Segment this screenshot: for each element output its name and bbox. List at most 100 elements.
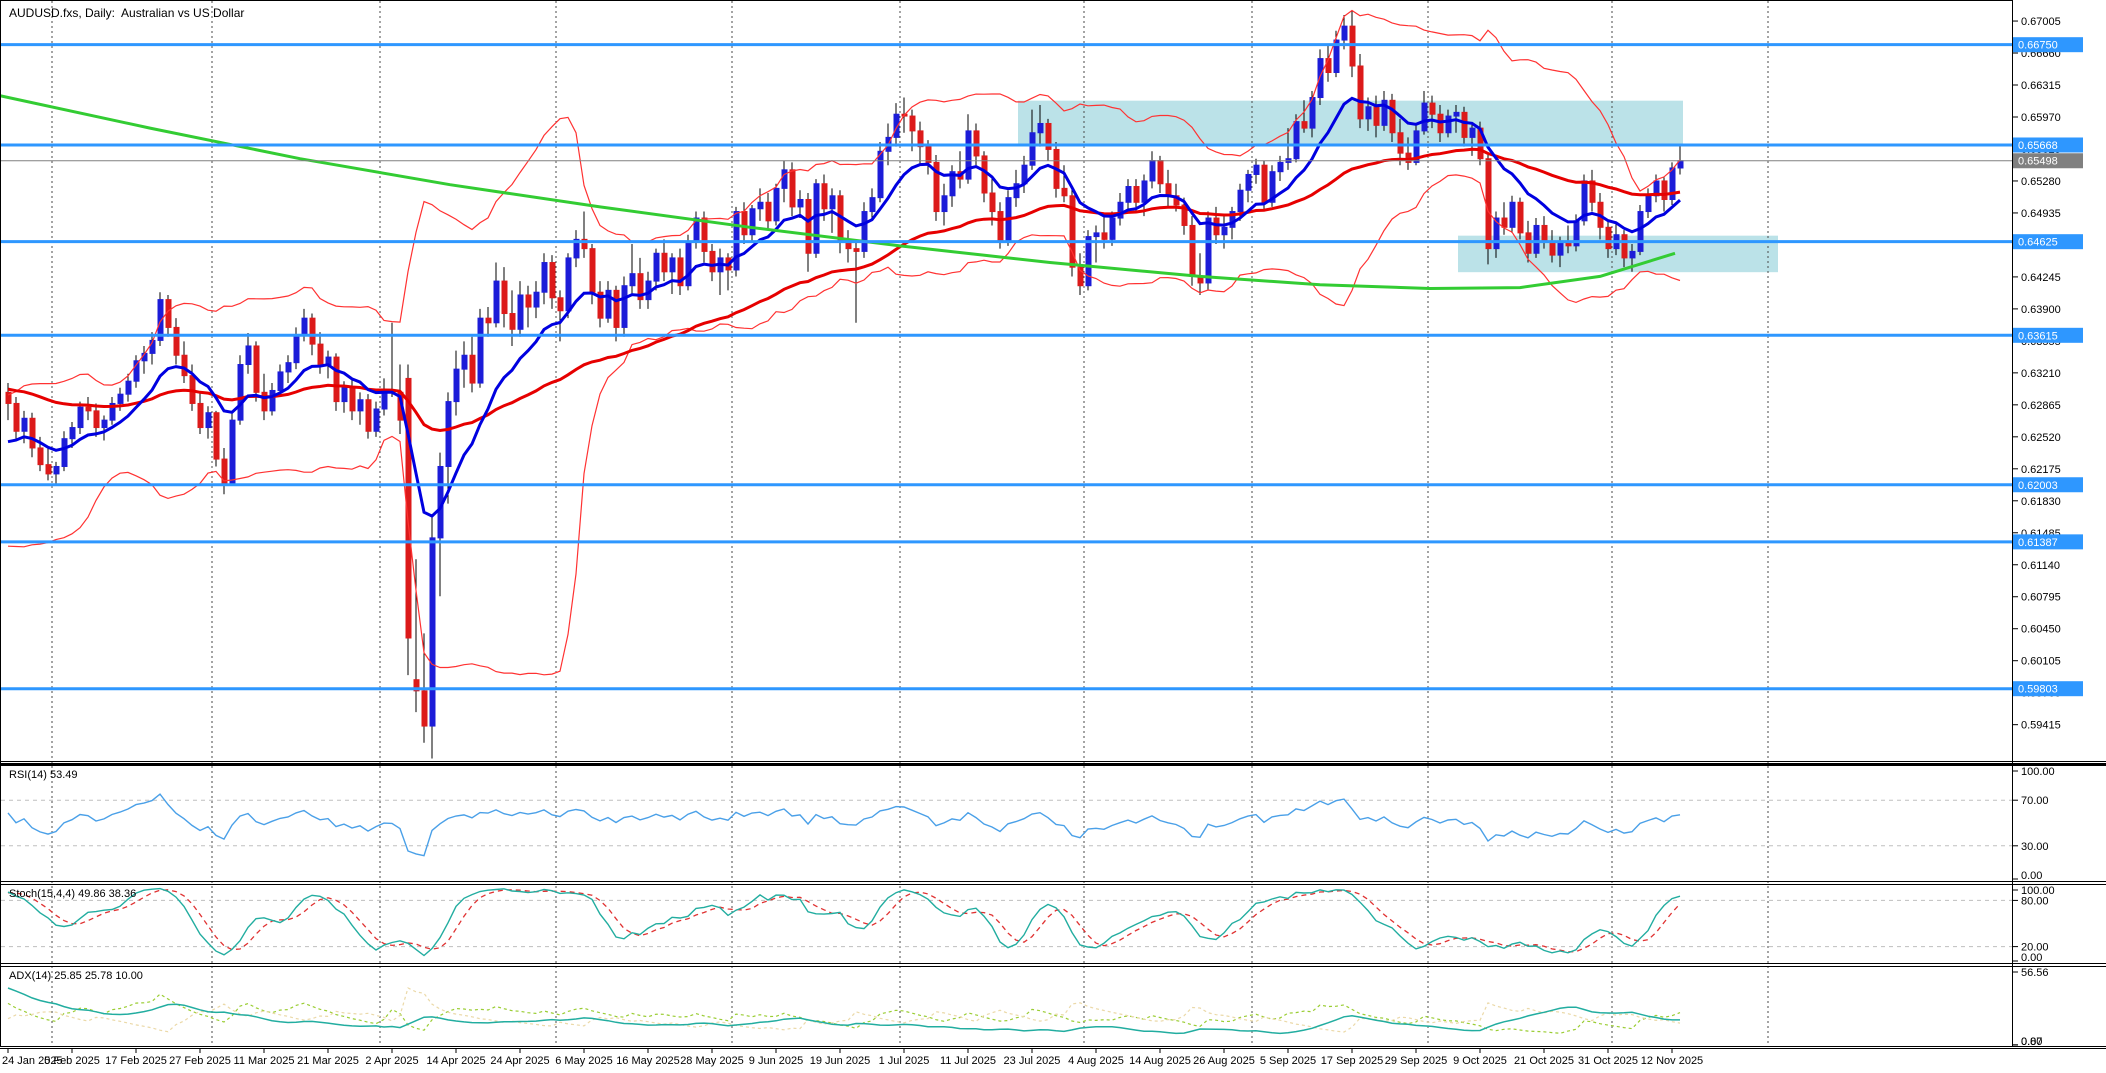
price-tick-label: 0.63900 <box>2021 304 2061 316</box>
bull-candle <box>1381 99 1388 126</box>
date-label: 14 Apr 2025 <box>426 1055 485 1067</box>
bear-candle <box>261 391 268 412</box>
price-tick-label: 0.61830 <box>2021 496 2061 508</box>
bull-candle <box>1317 58 1324 99</box>
bull-candle <box>1141 180 1148 203</box>
bear-candle <box>1461 111 1468 138</box>
price-badge-blue <box>2013 137 2083 153</box>
bear-candle <box>701 217 708 252</box>
bull-candle <box>1149 160 1156 182</box>
bull-candle <box>1637 211 1644 252</box>
bull-candle <box>781 169 788 189</box>
bull-candle <box>773 187 780 222</box>
indicator-axis-label: 30.00 <box>2021 841 2049 853</box>
bull-candle <box>293 334 300 364</box>
bull-candle <box>461 354 468 370</box>
price-badge-blue-label: 0.62003 <box>2018 480 2058 492</box>
date-label: 9 Oct 2025 <box>1453 1055 1507 1067</box>
date-label: 17 Sep 2025 <box>1321 1055 1383 1067</box>
bull-candle <box>429 537 436 727</box>
bear-candle <box>1485 158 1492 250</box>
date-label: 11 Jul 2025 <box>940 1055 996 1067</box>
indicator-axis-label: 20.00 <box>2021 942 2049 954</box>
bear-candle <box>1045 122 1052 150</box>
bull-candle <box>357 399 364 412</box>
date-label: 14 Aug 2025 <box>1129 1055 1191 1067</box>
date-label: 17 Feb 2025 <box>105 1055 167 1067</box>
bear-candle <box>221 458 228 484</box>
bull-candle <box>229 419 236 484</box>
bull-candle <box>1253 164 1260 175</box>
bull-candle <box>1093 232 1100 238</box>
bear-candle <box>1069 195 1076 268</box>
bull-candle <box>1245 173 1252 191</box>
indicator-axis-label: 0.00 <box>2021 870 2042 882</box>
bull-candle <box>205 412 212 429</box>
bear-candle <box>333 356 340 403</box>
date-label: 2 Apr 2025 <box>365 1055 418 1067</box>
price-tick-label: 0.63210 <box>2021 368 2061 380</box>
bull-candle <box>949 171 956 197</box>
price-tick-label: 0.64245 <box>2021 272 2061 284</box>
bull-candle <box>109 402 116 421</box>
bear-candle <box>637 273 644 301</box>
bear-candle <box>613 289 620 328</box>
bull-candle <box>269 389 276 412</box>
bear-candle <box>549 262 556 299</box>
date-label: 4 Aug 2025 <box>1068 1055 1124 1067</box>
bull-candle <box>565 257 572 312</box>
bull-candle <box>69 427 76 440</box>
bear-candle <box>765 201 772 222</box>
bull-candle <box>1365 106 1372 120</box>
bear-candle <box>1301 121 1308 129</box>
bull-candle <box>517 294 524 330</box>
bull-candle <box>1341 25 1348 41</box>
price-tick-label: 0.59415 <box>2021 720 2061 732</box>
bear-candle <box>1373 106 1380 126</box>
bear-candle <box>973 130 980 157</box>
bull-candle <box>965 130 972 180</box>
price-tick-label: 0.62175 <box>2021 464 2061 476</box>
bear-candle <box>557 297 564 312</box>
bull-candle <box>621 285 628 328</box>
supply-zone[interactable] <box>1018 100 1683 147</box>
bear-candle <box>1501 217 1508 228</box>
bear-candle <box>309 317 316 345</box>
bull-candle <box>829 195 836 210</box>
bull-candle <box>1085 236 1092 287</box>
date-label: 26 Aug 2025 <box>1193 1055 1255 1067</box>
date-label: 24 Apr 2025 <box>490 1055 549 1067</box>
stoch-main-line <box>7 887 1681 957</box>
price-tick-label: 0.60795 <box>2021 592 2061 604</box>
bollinger-upper-band <box>7 9 1681 396</box>
bear-candle <box>1133 186 1140 203</box>
bear-candle <box>805 198 812 254</box>
price-tick-label: 0.60105 <box>2021 656 2061 668</box>
price-badge-blue-label: 0.65668 <box>2018 140 2058 152</box>
price-badge-blue <box>2013 327 2083 343</box>
date-label: 21 Mar 2025 <box>297 1055 359 1067</box>
bull-candle <box>533 291 540 308</box>
date-label: 24 Jan 2025 <box>2 1055 63 1067</box>
indicator-axis-label: 100.00 <box>2021 885 2055 897</box>
price-badge-blue-label: 0.66750 <box>2018 40 2058 52</box>
chart-title: AUDUSD.fxs, Daily: Australian vs US Doll… <box>9 6 245 20</box>
bull-candle <box>877 150 884 199</box>
date-label: 19 Jun 2025 <box>810 1055 871 1067</box>
bear-candle <box>93 410 100 429</box>
bull-candle <box>117 393 124 404</box>
bull-candle <box>941 195 948 213</box>
bear-candle <box>45 464 52 475</box>
bull-candle <box>1277 161 1284 173</box>
bear-candle <box>349 387 356 412</box>
bear-candle <box>1397 132 1404 154</box>
date-label: 21 Oct 2025 <box>1514 1055 1574 1067</box>
bear-candle <box>1165 183 1172 197</box>
bear-candle <box>597 291 604 319</box>
bear-candle <box>1061 187 1068 197</box>
date-label: 1 Jul 2025 <box>879 1055 930 1067</box>
price-badge-blue-label: 0.61387 <box>2018 537 2058 549</box>
ma-long-green-line <box>1 94 1676 290</box>
price-tick-label: 0.61140 <box>2021 560 2060 572</box>
indicator-axis-label: 70.00 <box>2021 795 2049 807</box>
